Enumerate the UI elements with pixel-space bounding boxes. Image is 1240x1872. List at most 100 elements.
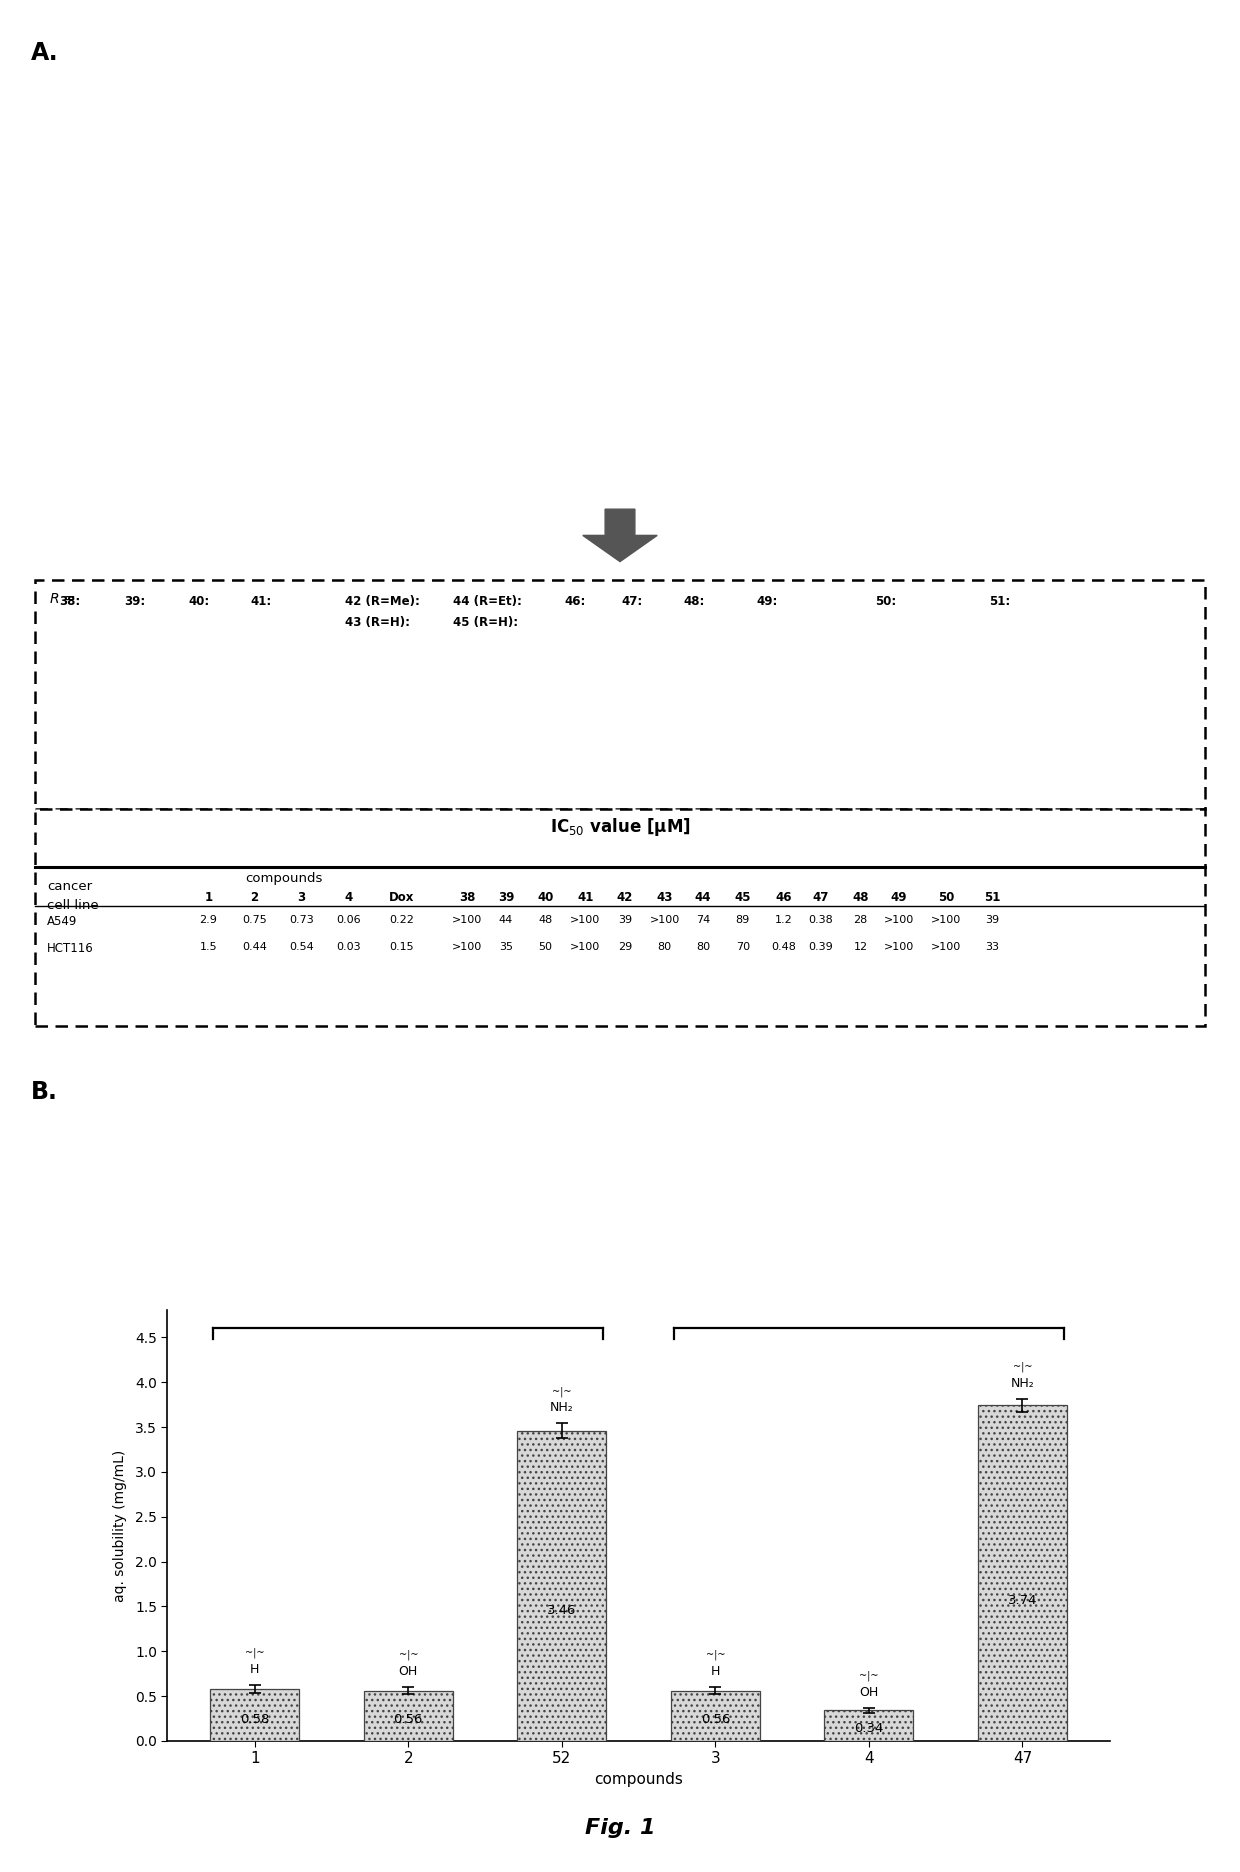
Text: 4: 4 (345, 891, 352, 904)
Text: 0.03: 0.03 (336, 942, 361, 951)
Text: 33: 33 (985, 942, 999, 951)
Text: 43: 43 (656, 891, 673, 904)
Text: 3.46: 3.46 (547, 1604, 577, 1617)
Text: ~|~: ~|~ (552, 1385, 572, 1397)
Text: 44: 44 (694, 891, 712, 904)
Text: NH₂: NH₂ (1011, 1378, 1034, 1391)
Text: 0.54: 0.54 (289, 942, 314, 951)
Bar (35, 809, 1205, 1026)
Text: 41: 41 (577, 891, 594, 904)
Text: NH₂: NH₂ (551, 1402, 574, 1415)
Text: 43 (R=H):: 43 (R=H): (345, 616, 409, 629)
Text: 49:: 49: (756, 595, 777, 608)
Text: ~|~: ~|~ (706, 1649, 725, 1660)
Text: 48: 48 (538, 915, 553, 925)
Text: 51: 51 (983, 891, 1001, 904)
Text: 1.5: 1.5 (200, 942, 217, 951)
Bar (978, 1406, 1066, 1741)
Text: ~|~: ~|~ (1013, 1361, 1032, 1372)
Text: 28: 28 (853, 915, 868, 925)
Text: IC$_{50}$ value [μM]: IC$_{50}$ value [μM] (549, 816, 691, 839)
Text: 0.44: 0.44 (242, 942, 267, 951)
Text: ~|~: ~|~ (398, 1649, 418, 1660)
Text: 50: 50 (538, 942, 553, 951)
Text: HCT116: HCT116 (47, 942, 94, 955)
Text: compounds: compounds (246, 872, 322, 885)
Bar (517, 1430, 606, 1741)
Text: A.: A. (31, 41, 58, 66)
Text: 80: 80 (657, 942, 672, 951)
Text: OH: OH (399, 1666, 418, 1677)
Text: 41:: 41: (250, 595, 272, 608)
Text: 39: 39 (497, 891, 515, 904)
Text: Dox: Dox (389, 891, 414, 904)
Text: 0.39: 0.39 (808, 942, 833, 951)
Bar (825, 1711, 914, 1741)
Text: >100: >100 (884, 942, 914, 951)
Text: 44: 44 (498, 915, 513, 925)
Text: 89: 89 (735, 915, 750, 925)
Text: 46: 46 (775, 891, 792, 904)
Text: 3.74: 3.74 (1008, 1593, 1037, 1606)
Bar (35, 580, 1205, 809)
Bar (211, 1689, 299, 1741)
Text: 3: 3 (298, 891, 305, 904)
Text: H: H (250, 1664, 259, 1677)
Text: 50:: 50: (875, 595, 897, 608)
Text: >100: >100 (453, 915, 482, 925)
Text: 39: 39 (985, 915, 999, 925)
Text: 0.34: 0.34 (854, 1722, 884, 1735)
Text: 47:: 47: (621, 595, 642, 608)
Text: 48:: 48: (683, 595, 704, 608)
Polygon shape (583, 509, 657, 562)
Text: 70: 70 (735, 942, 750, 951)
Text: >100: >100 (570, 915, 600, 925)
Text: ~|~: ~|~ (246, 1647, 264, 1659)
Text: 0.73: 0.73 (289, 915, 314, 925)
Text: 51:: 51: (990, 595, 1011, 608)
Text: 0.75: 0.75 (242, 915, 267, 925)
Text: 2: 2 (250, 891, 258, 904)
Text: 80: 80 (696, 942, 711, 951)
Y-axis label: aq. solubility (mg/mL): aq. solubility (mg/mL) (113, 1449, 126, 1602)
Text: R =: R = (50, 592, 76, 605)
Text: 0.56: 0.56 (701, 1713, 730, 1726)
Text: 0.22: 0.22 (389, 915, 414, 925)
Text: 74: 74 (696, 915, 711, 925)
X-axis label: compounds: compounds (594, 1773, 683, 1788)
Text: cancer: cancer (47, 880, 92, 893)
Bar (671, 1690, 760, 1741)
Text: 29: 29 (618, 942, 632, 951)
Text: Fig. 1: Fig. 1 (585, 1818, 655, 1838)
Text: 0.58: 0.58 (241, 1713, 269, 1726)
Text: 0.06: 0.06 (336, 915, 361, 925)
Text: 0.15: 0.15 (389, 942, 414, 951)
Text: >100: >100 (931, 915, 961, 925)
Text: >100: >100 (570, 942, 600, 951)
Text: 1: 1 (205, 891, 212, 904)
Text: OH: OH (859, 1687, 878, 1698)
Text: 42: 42 (616, 891, 634, 904)
Text: 45 (R=H):: 45 (R=H): (453, 616, 518, 629)
Text: 38: 38 (459, 891, 476, 904)
Bar (363, 1690, 453, 1741)
Text: 45: 45 (734, 891, 751, 904)
Text: 39: 39 (618, 915, 632, 925)
Text: 12: 12 (853, 942, 868, 951)
Text: 42 (R=Me):: 42 (R=Me): (345, 595, 419, 608)
Text: 44 (R=Et):: 44 (R=Et): (453, 595, 522, 608)
Text: 2.9: 2.9 (200, 915, 217, 925)
Text: 50: 50 (937, 891, 955, 904)
Text: 0.38: 0.38 (808, 915, 833, 925)
Text: 40:: 40: (188, 595, 210, 608)
Text: 35: 35 (498, 942, 513, 951)
Text: 46:: 46: (564, 595, 585, 608)
Text: 38:: 38: (60, 595, 81, 608)
Text: >100: >100 (453, 942, 482, 951)
Text: ~|~: ~|~ (859, 1670, 879, 1681)
Text: >100: >100 (650, 915, 680, 925)
Text: >100: >100 (884, 915, 914, 925)
Text: 0.56: 0.56 (393, 1713, 423, 1726)
Text: 49: 49 (890, 891, 908, 904)
Text: B.: B. (31, 1080, 58, 1104)
